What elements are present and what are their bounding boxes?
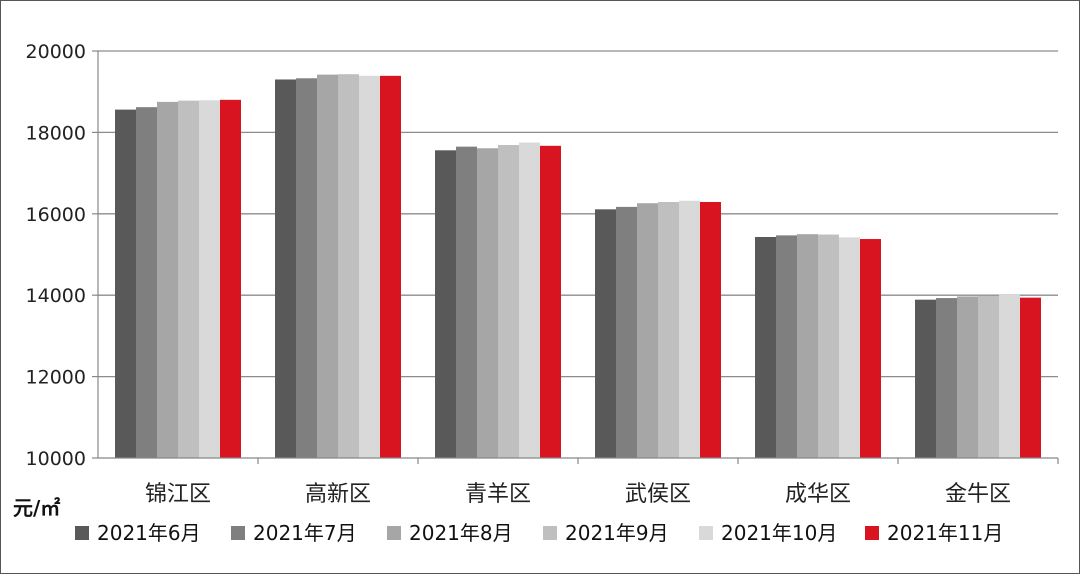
legend-swatch: [865, 526, 879, 540]
legend-label: 2021年7月: [253, 521, 357, 545]
legend-swatch: [75, 526, 89, 540]
bar: [755, 236, 776, 458]
bar: [199, 100, 220, 458]
legend-label: 2021年6月: [97, 521, 201, 545]
bar: [136, 107, 157, 458]
bar: [860, 239, 881, 458]
bar: [839, 237, 860, 458]
y-tick-label: 16000: [26, 204, 86, 226]
legend-swatch: [699, 526, 713, 540]
bar: [220, 99, 241, 458]
bar: [915, 299, 936, 458]
bar: [658, 201, 679, 458]
legend-label: 2021年10月: [721, 521, 837, 545]
bar: [275, 79, 296, 459]
x-tick-label: 青羊区: [465, 482, 531, 507]
y-tick-label: 12000: [26, 367, 86, 389]
legend-swatch: [231, 526, 245, 540]
bar: [616, 206, 637, 458]
bar: [978, 296, 999, 458]
x-tick-label: 武侯区: [625, 482, 691, 507]
bars: [115, 74, 1041, 459]
y-tick-label: 18000: [26, 122, 86, 144]
bar: [540, 145, 561, 458]
bar: [776, 235, 797, 458]
bar: [498, 145, 519, 458]
x-tick-label: 高新区: [305, 482, 371, 507]
x-tick-label: 金牛区: [945, 482, 1011, 507]
bar: [338, 74, 359, 458]
bar: [1020, 297, 1041, 458]
y-tick-label: 20000: [26, 41, 86, 63]
bar: [595, 209, 616, 458]
legend: 2021年6月 2021年7月 2021年8月 2021年9月 2021年10月 2021…: [75, 521, 1003, 545]
bar: [178, 100, 199, 459]
bar: [679, 200, 700, 458]
bar: [477, 148, 498, 458]
bar: [317, 74, 338, 458]
bar: [296, 78, 317, 459]
y-tick-label: 10000: [26, 448, 86, 470]
x-tick-label: 成华区: [785, 482, 851, 507]
bar: [359, 75, 380, 459]
y-tick-labels: 10000 12000 14000 16000 18000 20000: [26, 41, 86, 470]
legend-swatch: [387, 526, 401, 540]
bar: [380, 75, 401, 459]
legend-swatch: [543, 526, 557, 540]
bar: [115, 109, 136, 458]
x-tick-labels: 锦江区 高新区 青羊区 武侯区 成华区 金牛区: [145, 482, 1011, 507]
bar: [957, 296, 978, 458]
bar: [797, 234, 818, 458]
bar: [999, 294, 1020, 458]
bar: [519, 142, 540, 458]
bar: [435, 150, 456, 459]
bar: [157, 101, 178, 458]
legend-label: 2021年9月: [565, 521, 669, 545]
bar: [936, 298, 957, 458]
y-tick-label: 14000: [26, 285, 86, 307]
bar: [700, 201, 721, 458]
bar: [456, 146, 477, 458]
gridlines: [98, 50, 1058, 378]
legend-label: 2021年8月: [409, 521, 513, 545]
unit-label: 元/㎡: [13, 496, 60, 520]
legend-label: 2021年11月: [887, 521, 1003, 545]
x-tick-label: 锦江区: [145, 482, 211, 507]
bar: [637, 203, 658, 458]
bar: [818, 234, 839, 458]
axes: [92, 50, 1059, 464]
